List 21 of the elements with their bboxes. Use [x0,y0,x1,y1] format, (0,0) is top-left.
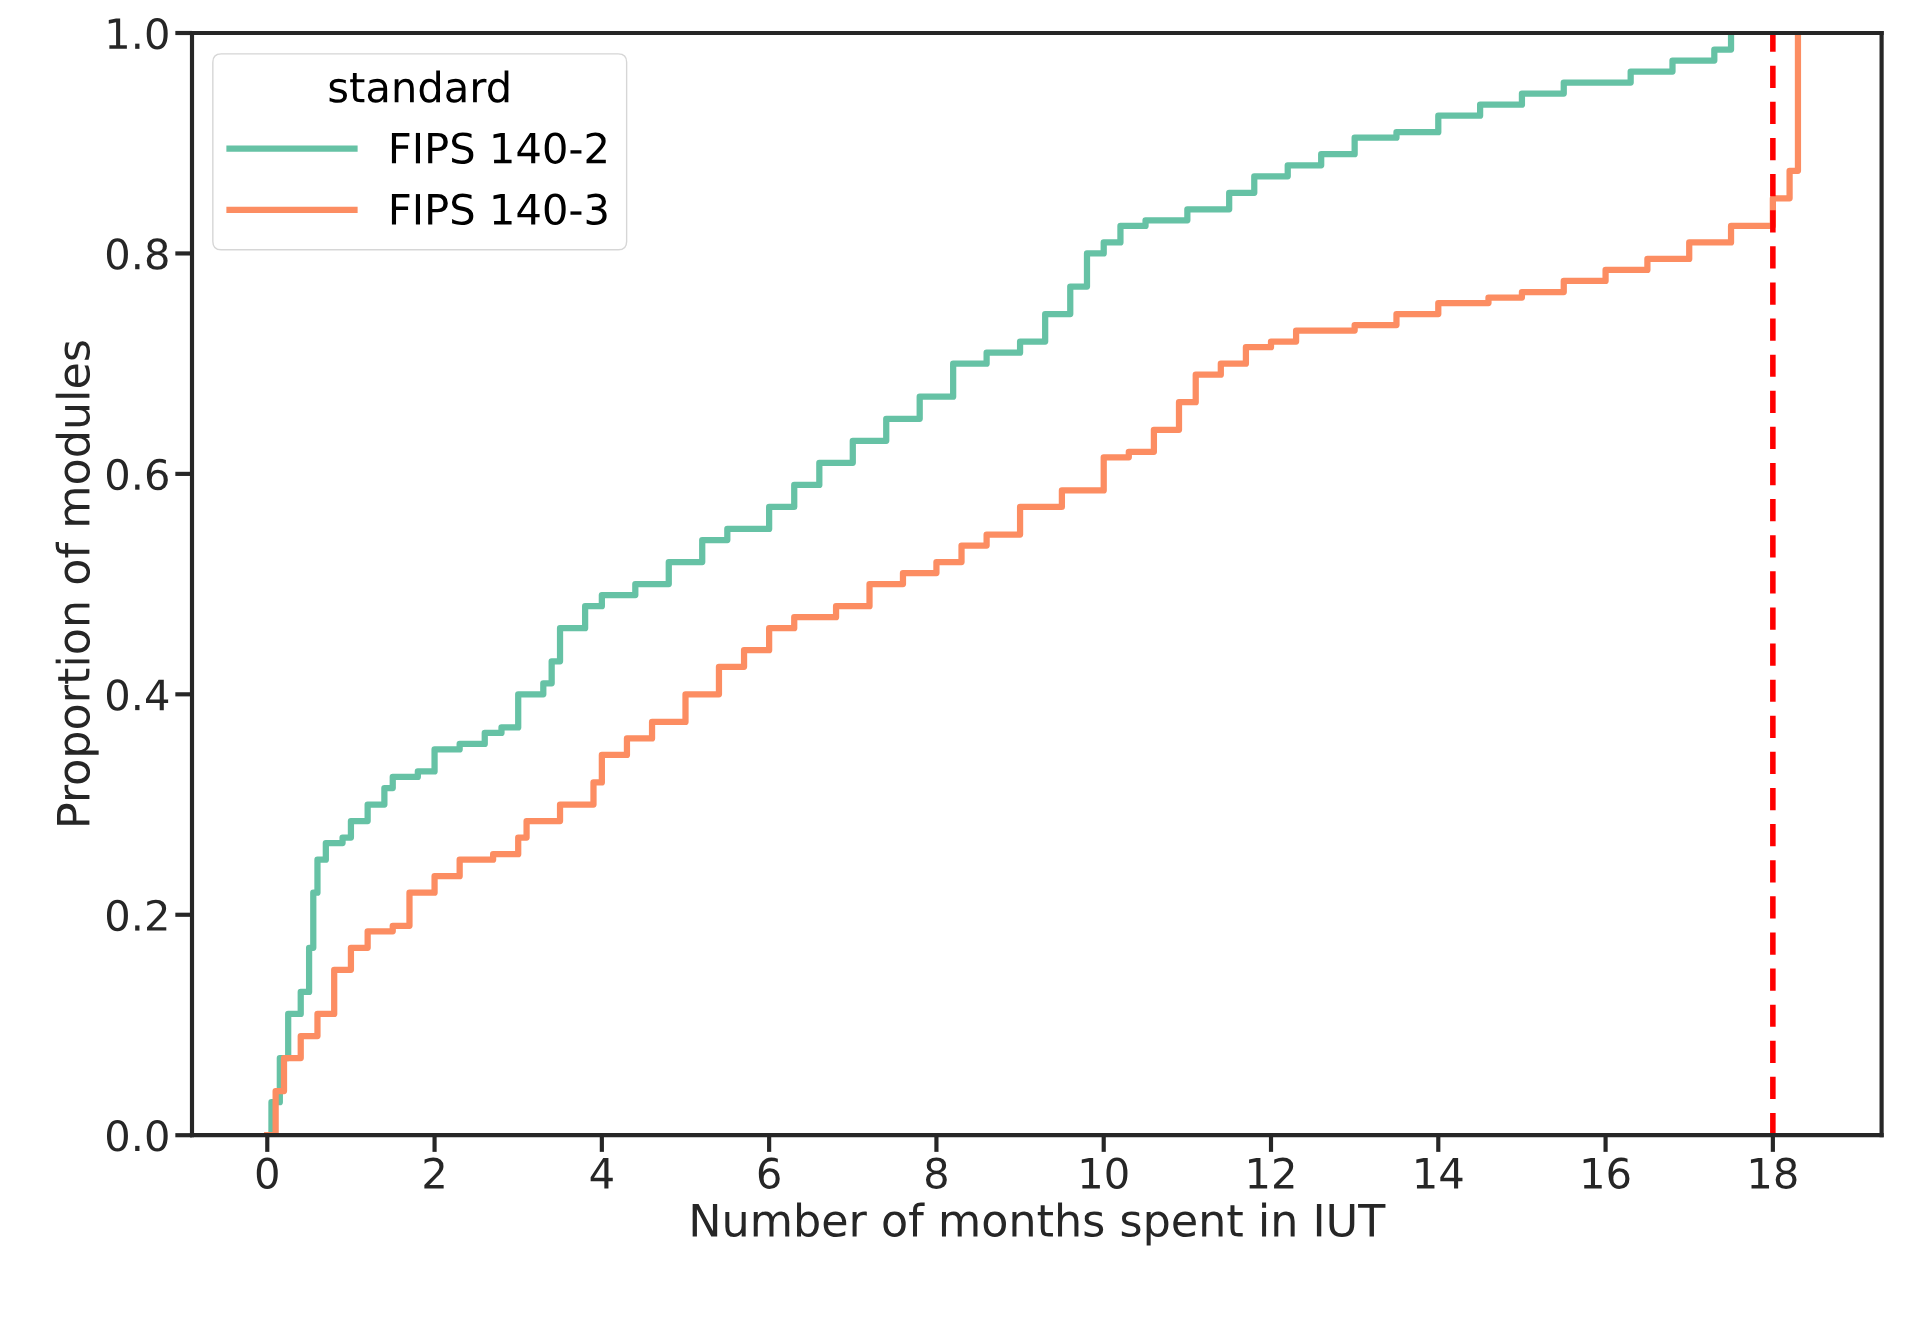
x-tick-label: 14 [1416,1158,1463,1189]
y-tick-label: 0.6 [106,458,168,491]
legend-label: FIPS 140-2 [391,132,606,164]
y-tick-label: 0.0 [106,1120,168,1152]
y-tick-label: 0.2 [106,899,167,932]
y-tick-label: 1.0 [108,17,168,50]
legend-label: FIPS 140-3 [391,193,607,226]
legend-title: standard [329,70,509,103]
x-tick-label: 0 [256,1157,278,1189]
x-tick-label: 16 [1583,1157,1630,1189]
x-tick-label: 4 [590,1158,613,1189]
x-tick-label: 10 [1081,1157,1128,1189]
x-axis-title: Number of months spent in IUT [692,1202,1386,1246]
y-tick-label: 0.8 [106,238,168,270]
x-tick-label: 2 [424,1157,444,1189]
y-tick-label: 0.4 [106,679,169,711]
x-tick-label: 6 [758,1157,780,1189]
y-axis-title: Proportion of modules [55,341,99,825]
x-tick-label: 12 [1249,1157,1294,1189]
x-tick-label: 18 [1750,1157,1797,1189]
x-tick-label: 8 [926,1157,947,1189]
